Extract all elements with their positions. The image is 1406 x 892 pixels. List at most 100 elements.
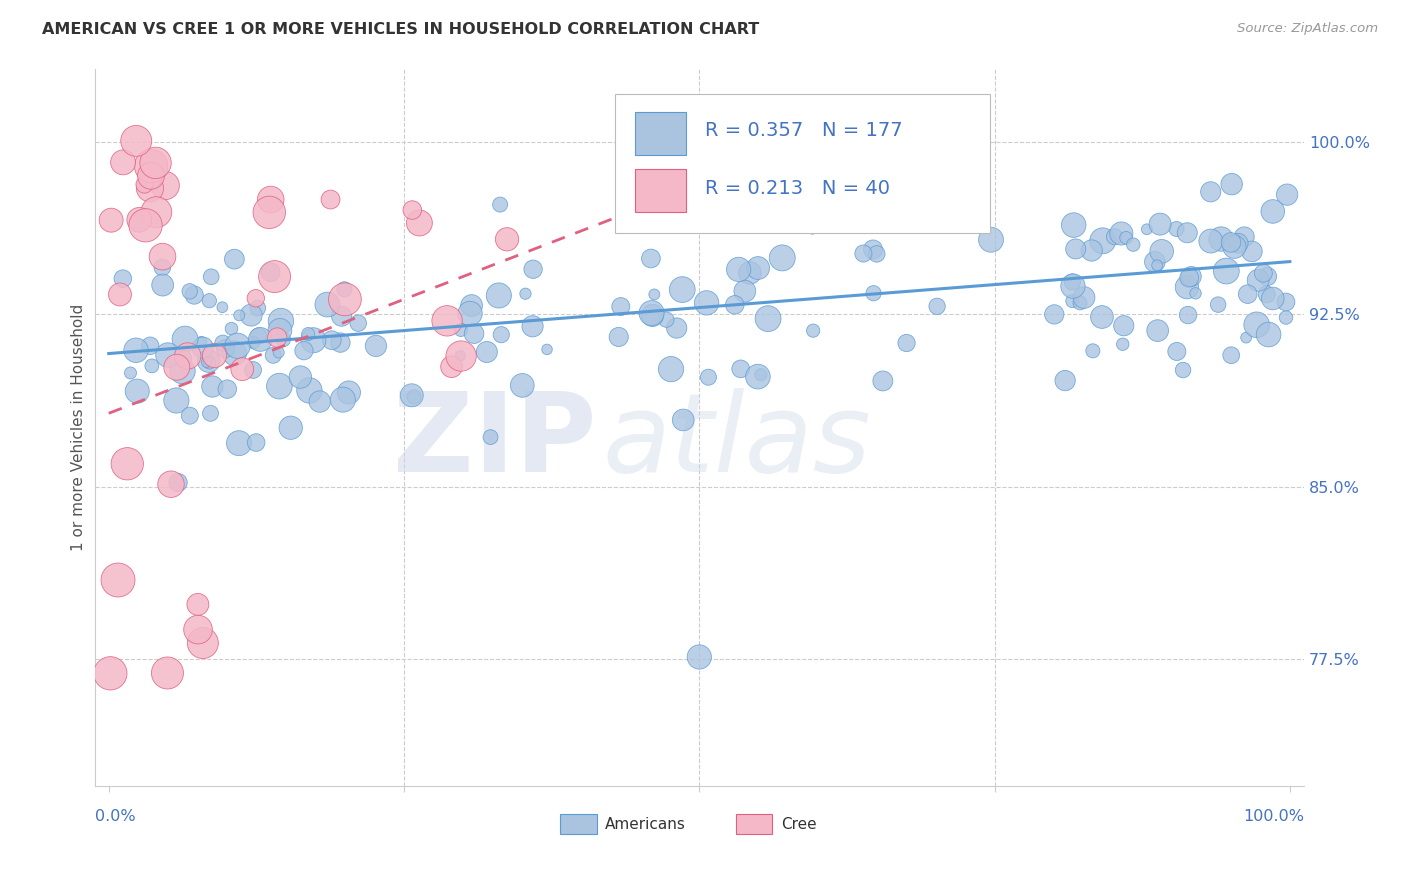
Bar [735,814,772,834]
Point [458,306,481,320]
Point [1115,231,1137,245]
Point [172,364,194,378]
Point [152,250,174,264]
Point [201,379,224,393]
Point [298,384,321,398]
Text: R = 0.357   N = 177: R = 0.357 N = 177 [706,121,903,140]
Point [449,349,471,363]
Point [247,329,270,343]
Point [852,246,875,260]
Point [489,197,512,211]
Point [450,323,472,337]
Point [1064,242,1087,256]
Point [214,342,236,356]
Point [1247,273,1270,287]
Point [401,388,423,402]
Point [242,335,264,350]
Point [1257,269,1279,284]
Point [107,573,129,587]
Point [665,321,688,335]
Point [245,291,267,305]
Point [127,384,149,399]
Point [727,262,749,277]
Point [111,271,134,285]
Point [1043,307,1066,321]
Point [167,475,190,490]
FancyBboxPatch shape [614,94,990,234]
Point [1218,233,1240,247]
Point [1091,234,1114,248]
Point [212,336,235,351]
Point [1253,266,1275,280]
Point [536,343,558,357]
Point [1166,222,1188,236]
Point [488,288,510,302]
Point [1275,187,1298,202]
Point [211,300,233,314]
Point [1220,177,1243,191]
Point [1166,344,1188,359]
Text: R = 0.213   N = 40: R = 0.213 N = 40 [706,178,890,198]
Point [1175,280,1198,294]
Point [475,345,498,359]
Point [197,354,219,368]
Point [1063,218,1085,232]
Point [263,269,285,284]
Point [221,321,243,335]
Point [125,134,148,148]
Point [187,598,209,612]
Point [927,299,949,313]
Point [402,390,425,404]
Point [139,169,162,183]
Point [872,374,894,388]
Point [224,252,246,267]
Point [672,413,695,427]
Point [139,159,162,173]
Point [125,343,148,358]
Point [302,333,325,347]
Point [160,477,183,491]
Point [319,193,342,207]
Point [522,262,544,277]
Point [770,251,793,265]
Point [292,343,315,358]
Point [259,265,281,279]
Point [139,339,162,353]
Point [640,252,662,266]
Point [1104,229,1126,244]
Point [200,269,222,284]
Point [515,286,537,301]
Point [190,334,212,349]
Point [135,219,157,233]
Text: 0.0%: 0.0% [94,809,135,823]
Point [329,335,352,350]
Point [179,285,201,299]
Point [270,314,292,328]
Point [231,362,253,376]
Y-axis label: 1 or more Vehicles in Household: 1 or more Vehicles in Household [72,303,86,550]
Point [141,170,163,185]
Point [610,300,633,314]
Point [280,421,302,435]
Point [165,393,187,408]
Text: Americans: Americans [605,817,686,832]
Point [347,316,370,330]
Point [1150,244,1173,259]
Point [1220,235,1243,250]
Point [896,336,918,351]
Point [198,293,221,308]
Point [332,392,354,407]
Point [440,359,463,374]
Point [801,324,824,338]
Point [226,339,249,353]
Point [1227,236,1250,251]
Point [271,333,294,347]
Point [117,457,139,471]
Point [191,341,214,355]
Point [1234,330,1257,344]
Point [607,330,630,344]
Point [655,312,678,326]
Point [1073,291,1095,305]
Point [152,278,174,293]
Point [866,247,889,261]
